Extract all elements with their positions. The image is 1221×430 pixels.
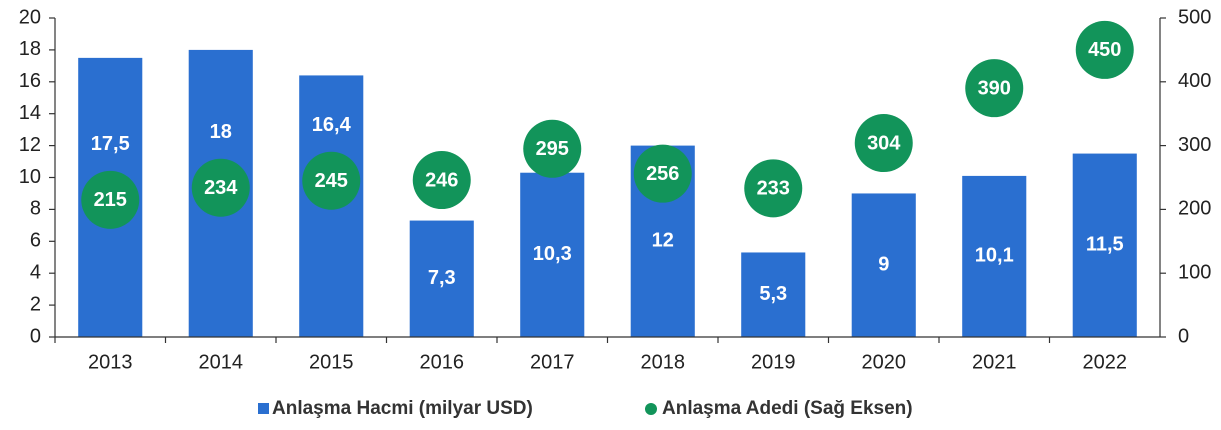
dot	[744, 159, 803, 218]
dot	[854, 114, 913, 173]
bar-label: 9	[878, 254, 889, 276]
y2-tick-label: 500	[1178, 6, 1211, 28]
dot	[523, 119, 582, 178]
legend-swatch	[258, 403, 269, 414]
dot	[412, 151, 471, 210]
bar-label: 10,3	[533, 243, 572, 265]
bar-label: 5,3	[759, 283, 787, 305]
dot-label: 256	[646, 163, 679, 185]
bar-label: 16,4	[312, 114, 352, 136]
y2-tick-label: 200	[1178, 198, 1211, 220]
dot	[1075, 20, 1134, 79]
y-tick-label: 20	[19, 6, 41, 28]
bar	[962, 175, 1027, 337]
x-tick-label: 2014	[199, 351, 244, 373]
bar-label: 17,5	[91, 133, 130, 155]
dot	[633, 144, 692, 203]
bar	[741, 252, 806, 337]
bar-label: 12	[652, 230, 674, 252]
y-tick-label: 18	[19, 38, 41, 60]
bar	[409, 220, 474, 337]
dot-label: 304	[867, 132, 901, 154]
dot	[965, 59, 1024, 118]
legend-swatch	[645, 403, 657, 415]
x-tick-label: 2019	[751, 351, 796, 373]
y-tick-label: 6	[30, 230, 41, 252]
y-tick-label: 16	[19, 70, 41, 92]
bar-label: 18	[210, 121, 232, 143]
x-tick-label: 2017	[530, 351, 575, 373]
x-tick-label: 2015	[309, 351, 354, 373]
y2-tick-label: 400	[1178, 70, 1211, 92]
dot-label: 233	[757, 178, 790, 200]
dot-label: 295	[536, 138, 569, 160]
x-tick-label: 2013	[88, 351, 133, 373]
dot	[302, 151, 361, 210]
dot-label: 215	[94, 189, 127, 211]
bar-label: 10,1	[975, 245, 1014, 267]
dot-label: 246	[425, 169, 458, 191]
y-tick-label: 8	[30, 198, 41, 220]
y2-tick-label: 0	[1178, 325, 1189, 347]
y2-tick-label: 100	[1178, 261, 1211, 283]
bar	[851, 193, 916, 337]
x-tick-label: 2021	[972, 351, 1017, 373]
x-tick-label: 2022	[1083, 351, 1128, 373]
x-tick-label: 2016	[420, 351, 465, 373]
y2-tick-label: 300	[1178, 134, 1211, 156]
bar-label: 11,5	[1086, 234, 1124, 256]
x-tick-label: 2018	[641, 351, 686, 373]
legend-label: Anlaşma Adedi (Sağ Eksen)	[662, 398, 913, 419]
dot-label: 390	[978, 77, 1011, 99]
bar	[520, 172, 585, 337]
bar-label: 7,3	[428, 267, 456, 289]
y-tick-label: 10	[19, 166, 41, 188]
dot-label: 450	[1088, 39, 1121, 61]
y-tick-label: 12	[19, 134, 41, 156]
y-tick-label: 14	[19, 102, 41, 124]
y-tick-label: 2	[30, 293, 41, 315]
dot-label: 234	[204, 177, 238, 199]
y-tick-label: 0	[30, 325, 41, 347]
y-tick-label: 4	[30, 261, 41, 283]
bar	[1072, 153, 1137, 337]
dot-label: 245	[315, 170, 348, 192]
x-tick-label: 2020	[862, 351, 907, 373]
dot	[81, 170, 140, 229]
legend-label: Anlaşma Hacmi (milyar USD)	[272, 398, 533, 419]
dot	[191, 158, 250, 217]
